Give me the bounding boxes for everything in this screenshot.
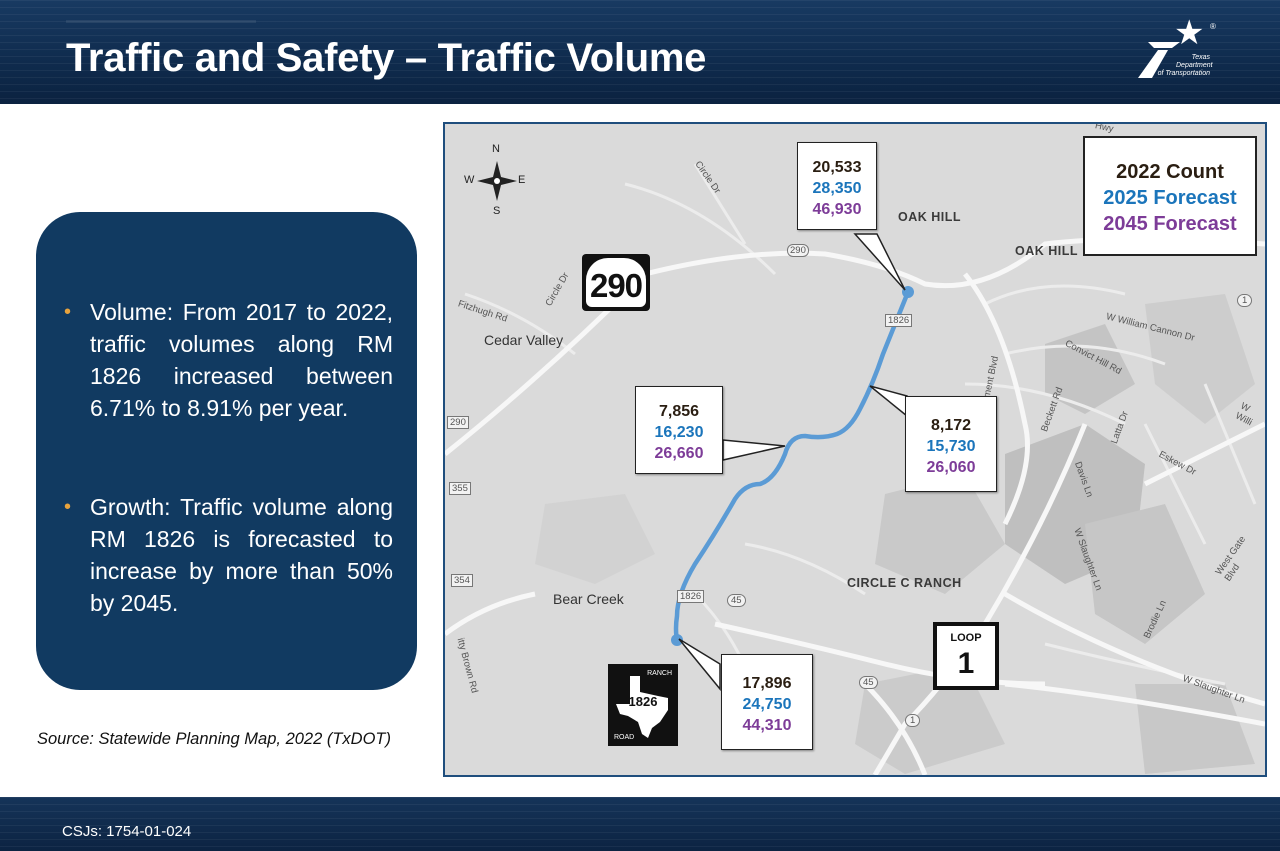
forecast-2025: 24,750 — [742, 696, 792, 713]
marker-355: 355 — [449, 482, 471, 495]
bullet-dot-icon: • — [64, 496, 72, 518]
count-2022: 17,896 — [742, 675, 792, 692]
marker-45-b: 45 — [859, 676, 878, 689]
callout-south: 17,896 24,750 44,310 — [721, 654, 813, 750]
us-290-shield-icon: 290 — [582, 254, 650, 311]
logo-line-1: Texas — [1191, 54, 1210, 61]
header-stripes — [0, 0, 1280, 104]
shield-inner: LOOP 1 — [937, 626, 995, 686]
callout-north: 20,533 28,350 46,930 — [797, 142, 877, 230]
label-cedar-valley: Cedar Valley — [484, 332, 564, 348]
bullet-dot-icon: • — [64, 301, 72, 323]
bullet-term: Volume: — [90, 299, 174, 325]
forecast-2045: 26,660 — [654, 445, 704, 462]
header-faint-text — [66, 14, 256, 31]
callout-east: 8,172 15,730 26,060 — [905, 396, 997, 492]
shield-road-label: ROAD — [614, 734, 635, 741]
logo-line-3: of Transportation — [1157, 70, 1210, 77]
compass-s: S — [493, 205, 501, 217]
marker-354: 354 — [451, 574, 473, 587]
shield-ranch-number: 1826 — [628, 694, 658, 709]
star-icon: ★ — [1174, 14, 1205, 52]
bullet-term: Growth: — [90, 494, 171, 520]
csj-number: CSJs: 1754-01-024 — [62, 823, 192, 840]
legend-2025: 2025 Forecast — [1103, 187, 1237, 209]
shield-loop-number: 1 — [957, 647, 975, 680]
label-oak-hill-2: OAK HILL — [1015, 244, 1079, 258]
slide-title: Traffic and Safety – Traffic Volume — [66, 36, 707, 80]
txdot-logo: ★ ® Texas Department of Transportation — [1130, 16, 1222, 84]
ranch-road-1826-shield-icon: RANCH 1826 ROAD — [608, 664, 678, 746]
map-legend: 2022 Count 2025 Forecast 2045 Forecast — [1083, 136, 1257, 256]
summary-panel: • Volume: From 2017 to 2022, traffic volu… — [36, 212, 417, 690]
forecast-2025: 28,350 — [812, 180, 862, 197]
bullet-text: From 2017 to 2022, traffic volumes along… — [90, 299, 393, 421]
traffic-map: N S W E OAK HILL OAK HILL Cedar Valley B… — [443, 122, 1267, 777]
compass-rose-icon — [477, 161, 517, 201]
texas-outline-icon — [616, 676, 668, 738]
shield-number: 290 — [589, 267, 643, 304]
forecast-2045: 26,060 — [926, 459, 976, 476]
count-2022: 8,172 — [930, 417, 972, 434]
marker-290-b: 290 — [447, 416, 469, 429]
marker-1-b: 1 — [905, 714, 921, 727]
logo-swoosh-icon — [1138, 42, 1180, 78]
marker-290-a: 290 — [787, 244, 809, 257]
legend-2045: 2045 Forecast — [1103, 213, 1237, 235]
marker-1826-a: 1826 — [885, 314, 913, 327]
marker-1-a: 1 — [1237, 294, 1253, 307]
forecast-2025: 16,230 — [654, 424, 704, 441]
slide-header: Traffic and Safety – Traffic Volume ★ ® … — [0, 0, 1280, 104]
label-circle-c-ranch: CIRCLE C RANCH — [847, 576, 962, 590]
compass-w: W — [464, 174, 475, 186]
callout-west: 7,856 16,230 26,660 — [635, 386, 723, 474]
forecast-2045: 46,930 — [812, 201, 862, 218]
footer-stripes — [0, 797, 1280, 851]
slide-footer: CSJs: 1754-01-024 — [0, 797, 1280, 851]
forecast-2045: 44,310 — [742, 717, 792, 734]
logo-text: Texas Department of Transportation — [1158, 54, 1213, 78]
label-oak-hill: OAK HILL — [898, 210, 962, 224]
logo-line-2: Department — [1176, 62, 1213, 69]
loop-1-shield-icon: LOOP 1 — [933, 622, 999, 690]
shield-loop-label: LOOP — [950, 632, 982, 644]
bullet-growth: • Growth: Traffic volume along RM 1826 is… — [64, 491, 393, 619]
forecast-2025: 15,730 — [926, 438, 976, 455]
faint-decoration — [66, 20, 256, 23]
bullet-text: Traffic volume along RM 1826 is forecast… — [90, 494, 393, 616]
marker-1826-b: 1826 — [677, 590, 705, 603]
shield-ranch-label: RANCH — [647, 670, 672, 677]
legend-2022: 2022 Count — [1116, 161, 1224, 183]
label-bear-creek: Bear Creek — [553, 591, 624, 607]
bullet-volume: • Volume: From 2017 to 2022, traffic volu… — [64, 296, 393, 424]
count-2022: 7,856 — [658, 403, 700, 420]
shield-inner: 290 — [586, 258, 646, 307]
source-citation: Source: Statewide Planning Map, 2022 (Tx… — [37, 730, 392, 748]
marker-45-a: 45 — [727, 594, 746, 607]
count-2022: 20,533 — [812, 159, 862, 176]
compass-n: N — [492, 143, 500, 155]
compass-e: E — [518, 174, 526, 186]
registered-mark: ® — [1210, 22, 1216, 31]
